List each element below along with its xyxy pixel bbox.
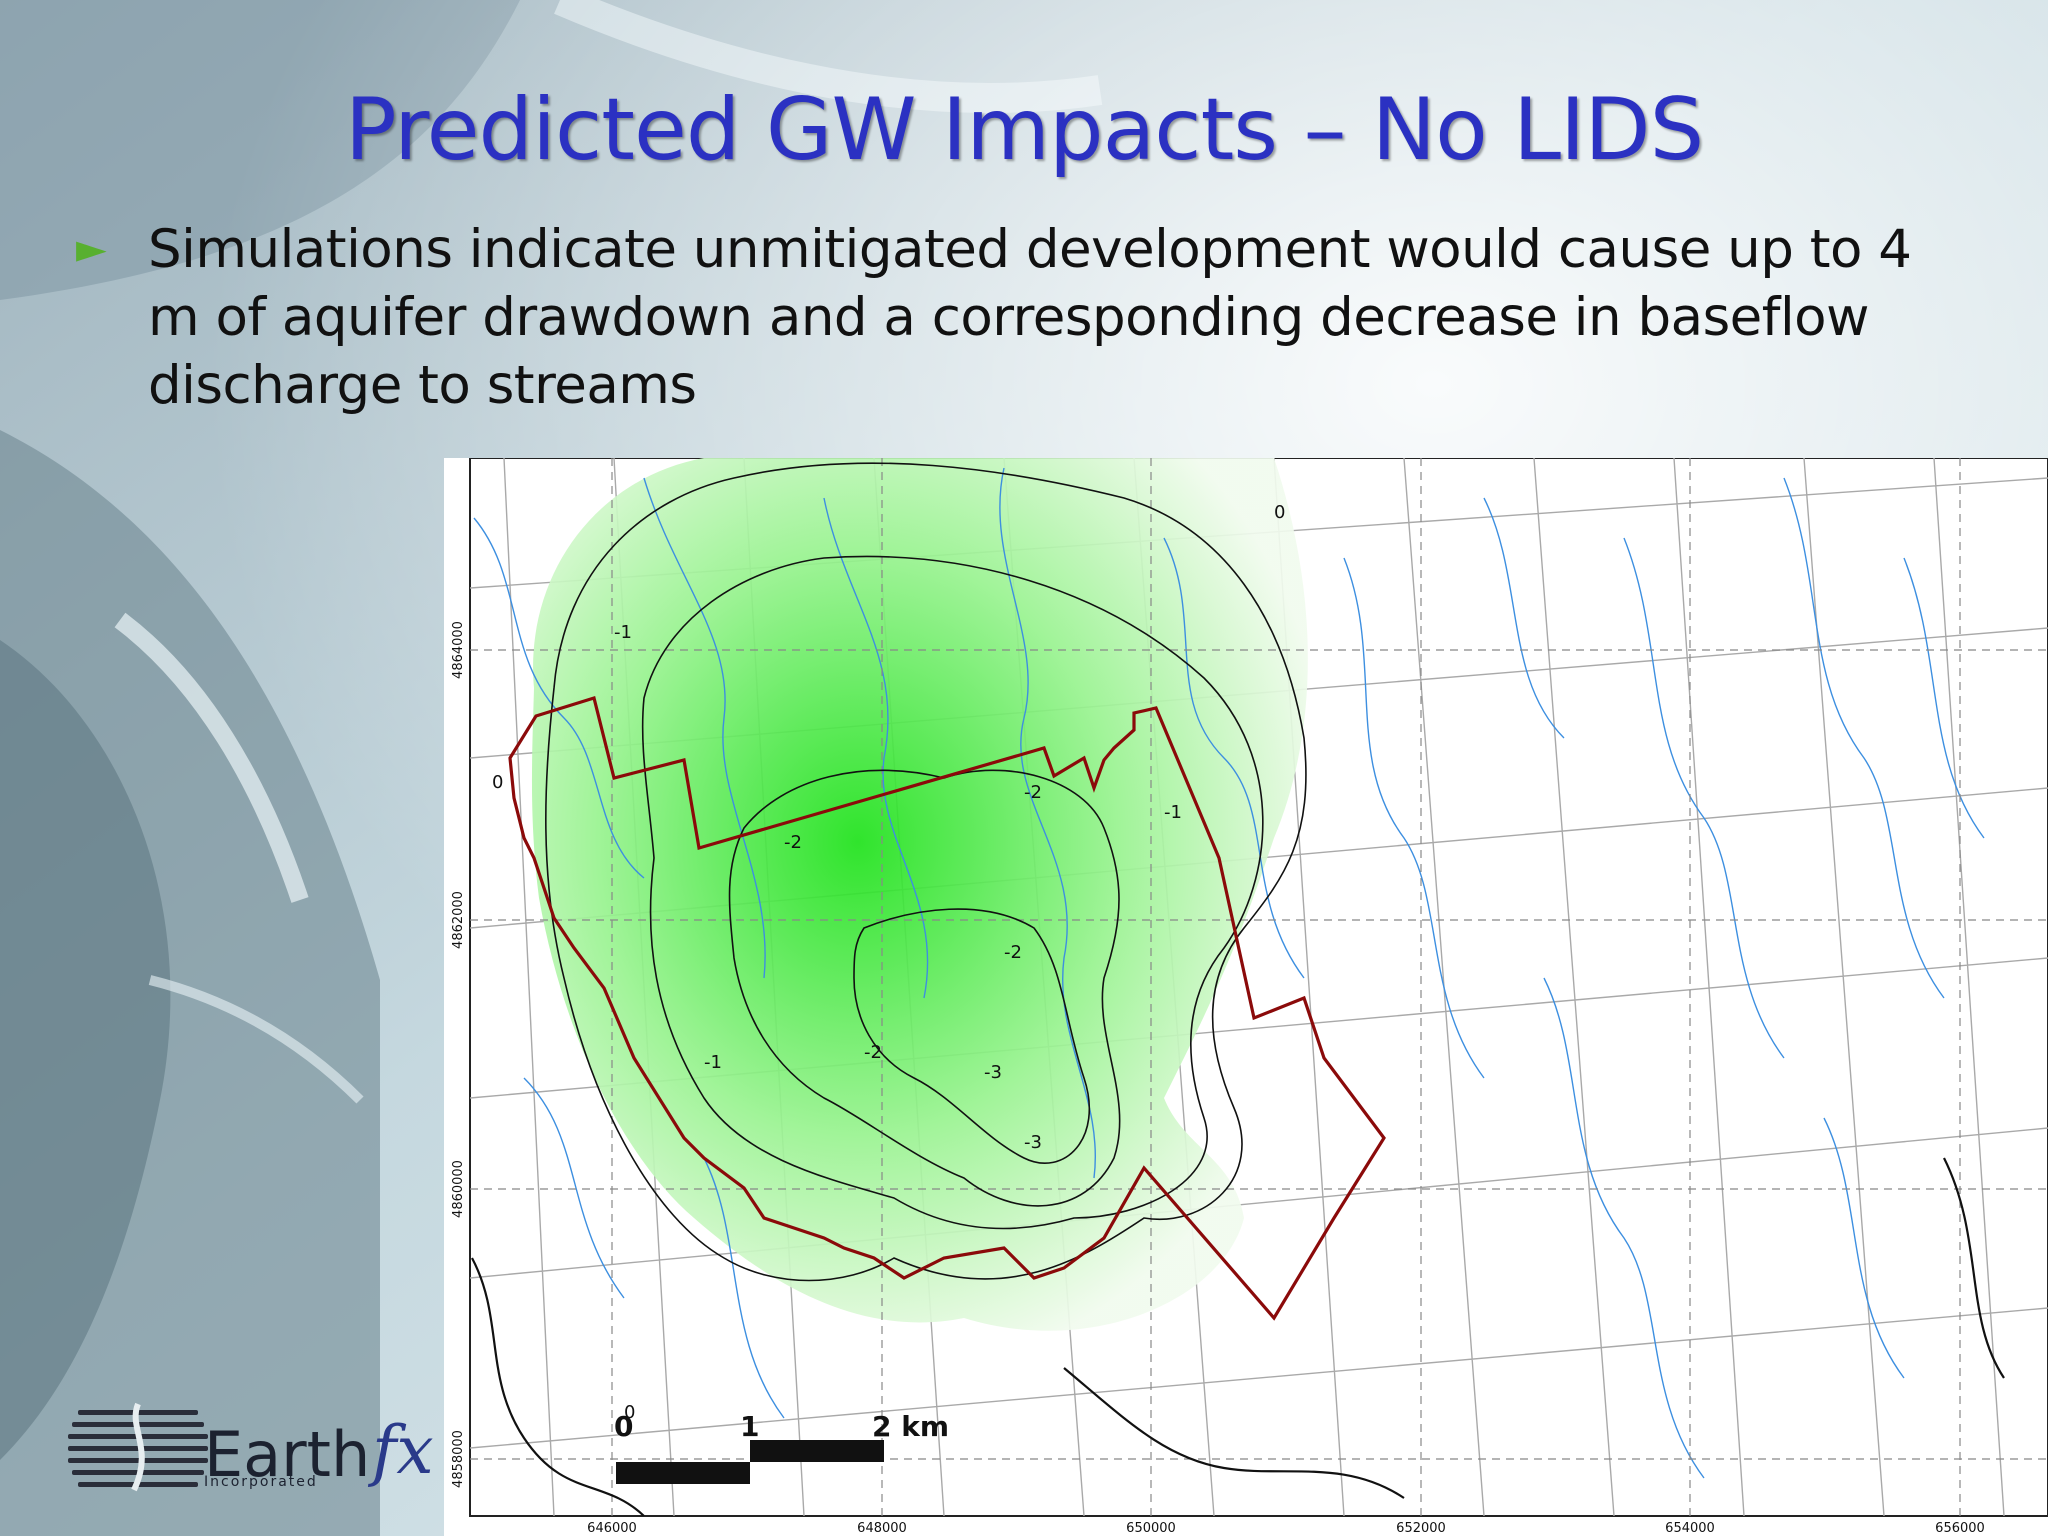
drawdown-contours bbox=[545, 462, 1307, 1282]
y-tick-label: 4862000 bbox=[451, 891, 466, 949]
drawdown-map: 0 0 0 -1 -1 -1 -2 -2 -2 -2 -3 -3 0 1 2 k… bbox=[444, 458, 2048, 1536]
drawdown-zone bbox=[531, 458, 1308, 1331]
logo-subtitle: Incorporated bbox=[204, 1474, 318, 1490]
contour-label: -3 bbox=[1024, 1132, 1042, 1153]
contour-labels: 0 0 0 -1 -1 -1 -2 -2 -2 -2 -3 -3 bbox=[492, 502, 1285, 1423]
y-tick-label: 4860000 bbox=[451, 1160, 466, 1218]
coordinate-grid bbox=[470, 458, 2048, 1516]
scale-label-2km: 2 km bbox=[872, 1410, 949, 1443]
bullet-text: Simulations indicate unmitigated develop… bbox=[148, 219, 1912, 416]
scale-bar-segment-1 bbox=[616, 1462, 750, 1484]
x-axis-ticks: 646000 648000 650000 652000 654000 65600… bbox=[587, 1521, 1985, 1536]
map-frame bbox=[469, 458, 2048, 1517]
earthfx-logo-icon bbox=[68, 1402, 208, 1492]
x-tick-label: 648000 bbox=[857, 1521, 907, 1536]
stream-network bbox=[473, 467, 1985, 1479]
contour-label: 0 bbox=[492, 772, 503, 793]
y-axis-ticks: 4864000 4862000 4860000 4858000 bbox=[451, 621, 466, 1488]
scale-bar-segment-2 bbox=[750, 1440, 884, 1462]
scale-bar: 0 1 2 km bbox=[614, 1410, 949, 1484]
bullet-arrow-icon: ► bbox=[76, 226, 107, 272]
contour-label: -2 bbox=[864, 1042, 882, 1063]
contour-minus-1 bbox=[641, 555, 1264, 1230]
y-tick-label: 4858000 bbox=[451, 1430, 466, 1488]
contour-label: -3 bbox=[984, 1062, 1002, 1083]
contour-label: -1 bbox=[1164, 802, 1182, 823]
slide-title: Predicted GW Impacts – No LIDS bbox=[344, 80, 1704, 180]
contour-0 bbox=[545, 462, 1307, 1282]
x-tick-label: 656000 bbox=[1935, 1521, 1985, 1536]
contour-label: 0 bbox=[1274, 502, 1285, 523]
y-tick-label: 4864000 bbox=[451, 621, 466, 679]
contour-label: -2 bbox=[1024, 782, 1042, 803]
logo-wordmark-suffix: fx bbox=[372, 1412, 434, 1489]
scale-label-1: 1 bbox=[740, 1410, 759, 1443]
x-tick-label: 652000 bbox=[1396, 1521, 1446, 1536]
logo-wordmark: Earth bbox=[204, 1418, 371, 1491]
contour-label: -2 bbox=[1004, 942, 1022, 963]
x-tick-label: 650000 bbox=[1126, 1521, 1176, 1536]
study-area-boundary bbox=[508, 695, 1386, 1321]
contour-minus-3 bbox=[853, 908, 1090, 1164]
x-tick-label: 654000 bbox=[1665, 1521, 1715, 1536]
x-tick-label: 646000 bbox=[587, 1521, 637, 1536]
contour-label: -1 bbox=[614, 622, 632, 643]
contour-label: -1 bbox=[704, 1052, 722, 1073]
contour-label: -2 bbox=[784, 832, 802, 853]
scale-label-0: 0 bbox=[614, 1410, 633, 1443]
contour-label: 0 bbox=[624, 1402, 635, 1423]
contour-minus-2 bbox=[728, 769, 1121, 1207]
river-channel bbox=[471, 1157, 2005, 1516]
